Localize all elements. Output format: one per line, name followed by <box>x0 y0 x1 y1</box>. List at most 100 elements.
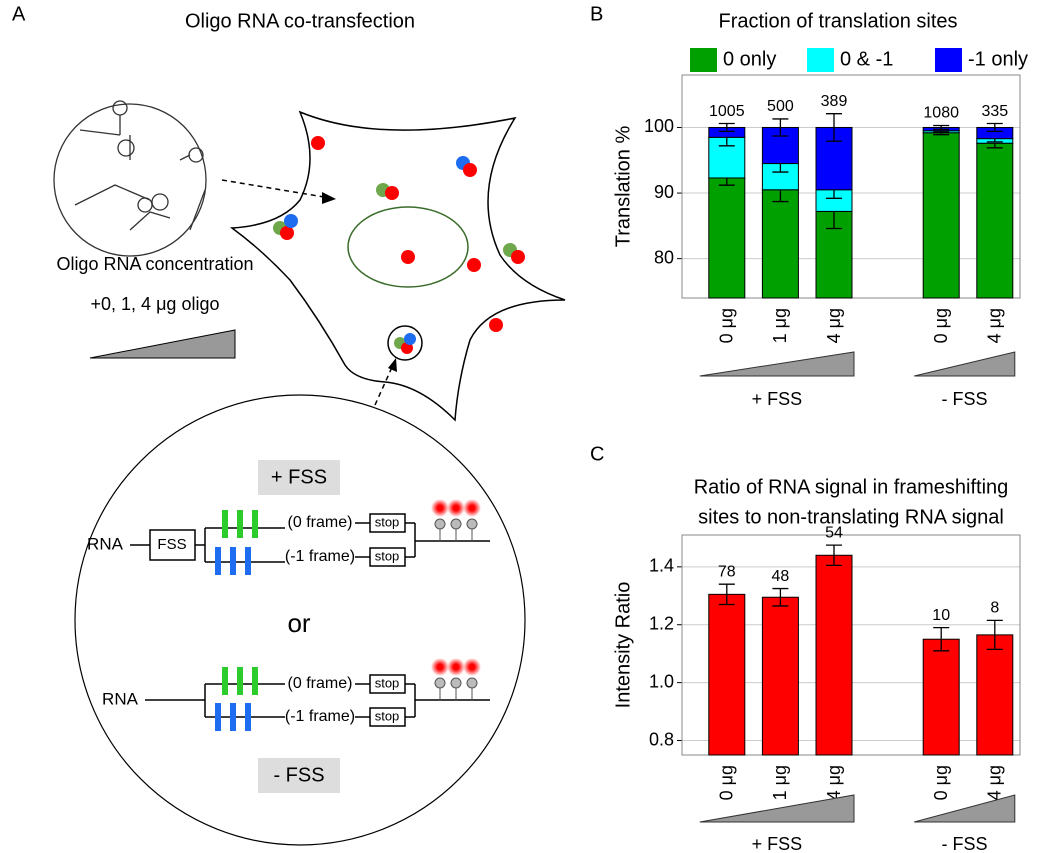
legend-swatch <box>807 48 834 72</box>
panel-label: C <box>590 443 604 465</box>
chart-title: sites to non-translating RNA signal <box>698 506 1004 528</box>
frame-label: (-1 frame) <box>285 708 355 725</box>
stop-label: stop <box>375 708 400 723</box>
count-label: 1005 <box>709 103 745 120</box>
bar-segment <box>761 189 799 299</box>
gradient-triangle <box>914 351 1016 377</box>
error-bar <box>986 619 1003 650</box>
error-bar <box>718 583 735 606</box>
x-tick-label: 0 μg <box>931 765 951 800</box>
count-label: 389 <box>821 93 848 110</box>
y-tick-label: 80 <box>654 247 674 267</box>
condition: + FSS <box>271 466 327 488</box>
error-bar <box>986 122 1003 133</box>
bar <box>922 638 960 756</box>
x-tick-label: 0 μg <box>717 308 737 343</box>
legend-swatch <box>935 48 962 72</box>
bar-segment <box>708 177 746 299</box>
y-tick-label: 1.4 <box>649 556 674 576</box>
spots <box>273 136 525 361</box>
gradient-triangle <box>89 329 236 359</box>
error-bar <box>933 124 950 131</box>
chart-title: Fraction of translation sites <box>719 10 958 32</box>
legend-label: 0 & -1 <box>840 48 893 70</box>
legend-label: -1 only <box>968 48 1028 70</box>
count-label: 48 <box>772 568 790 585</box>
count-label: 78 <box>718 563 736 580</box>
hairpins <box>431 499 481 700</box>
concentration-values: +0, 1, 4 μg oligo <box>91 294 220 314</box>
bar <box>761 596 799 756</box>
arrow <box>221 179 331 199</box>
legend-label: 0 only <box>723 48 776 70</box>
condition: - FSS <box>273 764 324 786</box>
error-bar <box>772 587 789 607</box>
bar-segment <box>922 132 960 299</box>
x-tick-label: 4 μg <box>824 308 844 343</box>
bar-segment <box>976 142 1014 299</box>
bar <box>815 554 853 756</box>
zoom-circle <box>74 394 526 846</box>
arrow-head <box>322 192 336 204</box>
count-label: 1080 <box>923 105 959 122</box>
error-bar <box>718 122 735 133</box>
group-label: + FSS <box>752 389 803 409</box>
count-label: 54 <box>825 524 843 541</box>
rna-label: RNA <box>87 534 124 553</box>
group-label: - FSS <box>941 834 987 853</box>
y-axis-label: Translation % <box>612 126 634 248</box>
group-label: + FSS <box>752 834 803 853</box>
count-label: 10 <box>932 607 950 624</box>
nucleus <box>347 206 469 288</box>
y-tick-label: 1.0 <box>649 671 674 691</box>
x-tick-label: 4 μg <box>985 765 1005 800</box>
chart-title: Ratio of RNA signal in frameshifting <box>694 476 1009 498</box>
arrow-head <box>388 358 397 372</box>
frame-label: (-1 frame) <box>285 548 355 565</box>
bar <box>976 634 1014 756</box>
x-tick-label: 4 μg <box>985 308 1005 343</box>
legend-swatch <box>690 48 717 72</box>
x-tick-label: 1 μg <box>770 765 790 800</box>
condition-box <box>258 758 340 793</box>
element-label: FSS <box>157 536 186 553</box>
stop-label: stop <box>375 548 400 563</box>
count-label: 500 <box>767 98 794 115</box>
error-bar <box>933 626 950 652</box>
rna-label: RNA <box>102 689 139 708</box>
y-tick-label: 0.8 <box>649 729 674 749</box>
cell <box>229 110 566 422</box>
gradient-triangle <box>699 351 855 377</box>
y-tick-label: 90 <box>654 182 674 202</box>
x-tick-label: 0 μg <box>717 765 737 800</box>
stop-label: stop <box>375 514 400 529</box>
gradient-triangle <box>699 794 855 823</box>
frame-label: (0 frame) <box>288 514 353 531</box>
error-bar <box>826 544 842 567</box>
x-tick-label: 1 μg <box>770 308 790 343</box>
concentration-title: Oligo RNA concentration <box>56 254 253 274</box>
codons <box>215 510 258 731</box>
y-tick-label: 1.2 <box>649 613 674 633</box>
frame-label: (0 frame) <box>288 675 353 692</box>
or-label: or <box>287 608 310 638</box>
group-label: - FSS <box>941 389 987 409</box>
condition-box <box>258 460 340 495</box>
error-bar <box>826 113 842 142</box>
panel-label: B <box>590 3 603 25</box>
oligo-circle <box>53 100 207 257</box>
count-label: 335 <box>981 103 1008 120</box>
y-axis-label: Intensity Ratio <box>612 582 634 709</box>
gradient-triangle <box>914 794 1016 823</box>
x-tick-label: 0 μg <box>931 308 951 343</box>
x-tick-label: 4 μg <box>824 765 844 800</box>
bar <box>708 593 746 756</box>
y-tick-label: 100 <box>644 116 674 136</box>
stop-label: stop <box>375 675 400 690</box>
panel-label: A <box>12 3 26 25</box>
error-bar <box>772 118 789 137</box>
arrow <box>374 364 394 406</box>
panel-title: Oligo RNA co-transfection <box>185 10 415 32</box>
count-label: 8 <box>990 600 999 617</box>
